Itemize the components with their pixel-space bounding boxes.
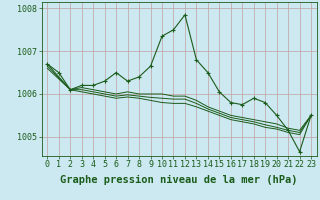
X-axis label: Graphe pression niveau de la mer (hPa): Graphe pression niveau de la mer (hPa) <box>60 175 298 185</box>
